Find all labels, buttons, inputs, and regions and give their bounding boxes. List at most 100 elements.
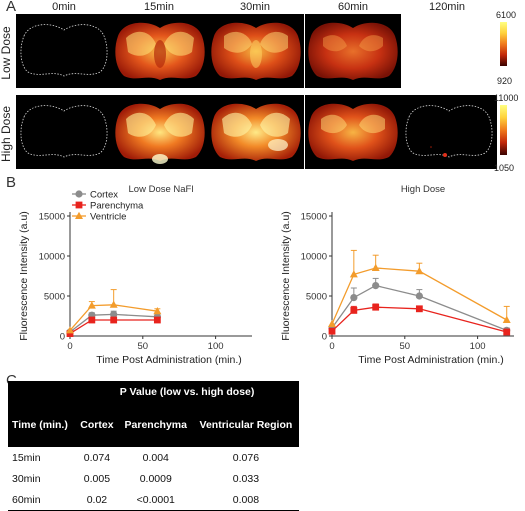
chart-0-data-point <box>110 310 118 318</box>
cell-ventricular: 0.076 <box>232 451 260 464</box>
chart-1-data-point <box>415 305 423 313</box>
table-corner <box>8 381 76 403</box>
chart-1-data-point <box>415 267 424 275</box>
chart-1-y-tick-label: 5000 <box>306 292 327 303</box>
chart-0-y-tick-label: 15000 <box>39 212 65 223</box>
chart-0-legend-marker <box>75 190 83 198</box>
time-label-60: 60min <box>338 1 368 13</box>
chart-1-y-axis-title: Fluorescence Intensity (a.u) <box>280 211 292 341</box>
chart-1-x-tick-label: 50 <box>400 341 411 352</box>
chart-1-data-point <box>328 327 336 335</box>
header-parenchyma: Parenchyma <box>118 403 193 447</box>
cell-ventricular: 0.008 <box>192 489 299 511</box>
chart-1-data-point <box>372 303 380 311</box>
chart-0-legend-label: Cortex <box>90 190 118 201</box>
chart-1-data-point <box>503 328 511 336</box>
chart-0-data-point <box>88 316 96 324</box>
header-cortex: Cortex <box>75 403 119 447</box>
image-low-30min <box>208 14 304 88</box>
chart-0-x-tick-label: 100 <box>208 341 224 352</box>
table-row: 15min 0.074 0.004 0.076 <box>8 447 299 468</box>
image-low-0min <box>16 14 112 88</box>
chart-0-x-axis-title: Time Post Administration (min.) <box>96 354 241 366</box>
chart-0-y-axis-title: Fluorescence Intensity (a.u) <box>18 211 30 341</box>
row-time: 30min <box>12 472 41 485</box>
panel-b-letter: B <box>6 174 17 191</box>
chart-0-legend-label: Ventricle <box>90 212 126 223</box>
header-ventricular: Ventricular Region <box>192 403 299 447</box>
image-high-30min <box>208 95 304 169</box>
image-low-60min <box>305 14 401 88</box>
chart-1-data-point <box>350 294 358 302</box>
colorbar-high-max: 11000 <box>494 93 519 103</box>
chart-1-data-point <box>349 270 358 278</box>
chart-0-x-tick-label: 50 <box>138 341 149 352</box>
chart-1-data-point <box>502 315 511 323</box>
chart-0-series-line <box>69 313 158 333</box>
chart-1-y-tick-label: 0 <box>322 332 327 343</box>
panel-c-letter: C <box>6 372 17 389</box>
chart-0-series-line <box>69 319 158 335</box>
cell-parenchyma: <0.0001 <box>118 489 193 511</box>
table-row: 60min 0.02 <0.0001 0.008 <box>8 489 299 511</box>
chart-0-y-tick-label: 5000 <box>44 292 65 303</box>
table-title: P Value (low vs. high dose) <box>75 381 299 403</box>
cell-ventricular: 0.033 <box>232 472 260 485</box>
chart-1-x-tick-label: 0 <box>329 341 334 352</box>
cell-cortex: 0.02 <box>75 489 119 511</box>
time-label-30: 30min <box>240 1 270 13</box>
chart-1-y-tick-label: 15000 <box>301 212 327 223</box>
chart-1-data-point <box>350 307 358 314</box>
colorbar-low-min: 920 <box>497 76 513 86</box>
panel-a-letter: A <box>6 0 17 15</box>
chart-0-data-point <box>66 326 74 334</box>
p-value-table: P Value (low vs. high dose) Time (min.) … <box>8 381 299 511</box>
cell-cortex: 0.005 <box>83 472 111 485</box>
chart-0-x-tick-label: 0 <box>67 341 72 352</box>
chart-0-title: Low Dose NaFl <box>129 184 194 195</box>
image-high-15min <box>112 95 208 169</box>
cell-cortex: 0.074 <box>83 451 111 464</box>
row-time: 60min <box>8 489 76 511</box>
chart-0-data-point <box>109 300 118 308</box>
chart-0-legend-marker <box>75 211 83 219</box>
image-high-120min <box>401 95 497 169</box>
chart-0-y-tick-label: 0 <box>60 332 65 343</box>
table-row: 30min 0.005 0.0009 0.033 <box>8 468 299 489</box>
time-label-0: 0min <box>52 1 76 13</box>
colorbar-high <box>500 105 507 155</box>
chart-1-data-point <box>415 292 423 300</box>
row-label-low-dose: Low Dose <box>0 26 13 80</box>
header-time: Time (min.) <box>8 403 76 447</box>
row-label-high-dose: High Dose <box>0 105 13 163</box>
image-high-60min <box>305 95 401 169</box>
colorbar-high-min: 1050 <box>494 163 515 173</box>
cell-parenchyma: 0.0009 <box>139 472 172 485</box>
chart-1-y-tick-label: 10000 <box>301 252 327 263</box>
chart-1-x-axis-title: Time Post Administration (min.) <box>358 354 503 366</box>
chart-1-x-tick-label: 100 <box>470 341 486 352</box>
chart-0-data-point <box>87 301 96 309</box>
chart-1-data-point <box>372 282 380 290</box>
chart-low-dose: Low Dose NaFl 0 5000 10000 15000 0 50 100 Time P… <box>18 184 252 366</box>
chart-1-data-point <box>371 263 380 271</box>
colorbar-low-max: 6100 <box>496 10 517 20</box>
chart-1-data-point <box>328 319 336 327</box>
image-low-15min <box>112 14 208 88</box>
chart-1-title: High Dose <box>401 184 445 195</box>
chart-0-series-line <box>69 304 158 331</box>
chart-0-data-point <box>66 330 74 337</box>
time-label-120: 120min <box>428 1 466 13</box>
chart-0-legend-marker <box>75 201 83 209</box>
chart-0-data-point <box>153 307 162 315</box>
cell-parenchyma: 0.004 <box>142 451 169 464</box>
chart-0-data-point <box>110 316 118 324</box>
row-time: 15min <box>12 451 41 464</box>
time-label-15: 15min <box>144 1 174 13</box>
image-high-0min <box>16 95 112 169</box>
chart-high-dose: High Dose 0 5000 10000 15000 0 50 100 Time Post … <box>280 184 514 366</box>
colorbar-low <box>500 22 507 66</box>
chart-0-data-point <box>153 316 161 324</box>
chart-0-y-tick-label: 10000 <box>39 252 65 263</box>
chart-0-legend-label: Parenchyma <box>90 201 144 212</box>
